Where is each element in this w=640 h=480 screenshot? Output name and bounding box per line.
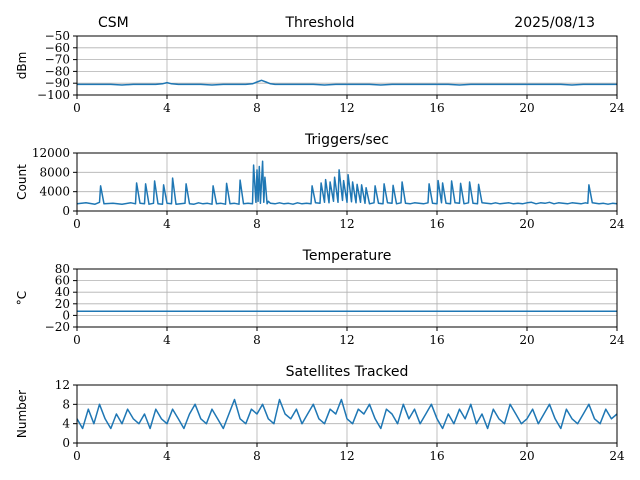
x-tick-label: 16 (429, 101, 444, 115)
y-tick-label: −20 (45, 320, 70, 334)
x-tick-label: 16 (429, 217, 444, 231)
y-tick-label: 60 (55, 274, 70, 288)
x-tick-label: 4 (163, 333, 171, 347)
panel-satellites: Satellites Tracked 0 4 8 12 16 20 24 0 4 8 12 Numbe… (15, 364, 625, 463)
x-tick-label: 20 (519, 449, 534, 463)
y-tick-label: −50 (45, 29, 70, 43)
x-tick-label: 20 (519, 333, 534, 347)
series-line (76, 160, 618, 205)
x-tick-label: 20 (519, 217, 534, 231)
x-tick-label: 8 (253, 101, 261, 115)
x-tick-label: 4 (163, 217, 171, 231)
x-tick-label: 12 (339, 101, 354, 115)
station-label: CSM (98, 15, 129, 31)
y-tick-label: 8000 (39, 165, 70, 179)
y-tick-label: −100 (37, 88, 70, 102)
x-tick-label: 24 (609, 217, 625, 231)
y-tick-label: 80 (55, 262, 70, 276)
y-tick-label: 20 (55, 297, 70, 311)
y-tick-label: −70 (45, 53, 70, 67)
x-tick-label: 0 (73, 449, 81, 463)
y-tick-label: 0 (62, 436, 70, 450)
y-tick-label: 40 (55, 285, 70, 299)
x-tick-label: 24 (609, 101, 625, 115)
panel-triggers: Triggers/sec 0 4 8 12 16 20 24 0 4000 8000 12000Co… (15, 132, 625, 231)
x-tick-label: 8 (253, 217, 261, 231)
panel-threshold: 0 4 8 12 16 20 24 −100−90−80−70−60−50 dBm (15, 29, 625, 115)
x-tick-label: 0 (73, 101, 81, 115)
x-tick-label: 8 (253, 333, 261, 347)
x-tick-label: 16 (429, 333, 444, 347)
x-tick-label: 4 (163, 101, 171, 115)
y-axis-label: Number (15, 390, 29, 438)
x-tick-label: 20 (519, 101, 534, 115)
y-tick-label: 12000 (32, 146, 70, 160)
y-tick-label: 4000 (39, 185, 70, 199)
x-tick-label: 8 (253, 449, 261, 463)
x-tick-label: 24 (609, 449, 625, 463)
y-tick-label: 0 (62, 204, 70, 218)
y-axis-label: dBm (15, 52, 29, 80)
y-tick-label: −80 (45, 64, 70, 78)
date-label: 2025/08/13 (514, 15, 595, 31)
y-tick-label: 12 (55, 378, 70, 392)
y-tick-label: 4 (62, 417, 70, 431)
y-tick-label: 8 (62, 397, 70, 411)
x-tick-label: 0 (73, 217, 81, 231)
panel-title: Temperature (302, 248, 392, 264)
x-tick-label: 24 (609, 333, 625, 347)
y-axis-label: °C (15, 291, 29, 305)
x-tick-label: 0 (73, 333, 81, 347)
y-tick-label: −90 (45, 76, 70, 90)
y-tick-label: 0 (62, 308, 70, 322)
x-tick-label: 12 (339, 217, 354, 231)
y-axis-label: Count (15, 164, 29, 200)
series-line (76, 398, 618, 430)
panel-title: Satellites Tracked (286, 364, 409, 380)
x-tick-label: 16 (429, 449, 444, 463)
x-tick-label: 12 (339, 449, 354, 463)
chart-title: Threshold (285, 15, 355, 31)
x-tick-label: 12 (339, 333, 354, 347)
panel-title: Triggers/sec (304, 132, 389, 148)
series-line (77, 79, 617, 86)
x-tick-label: 4 (163, 449, 171, 463)
y-tick-label: −60 (45, 41, 70, 55)
